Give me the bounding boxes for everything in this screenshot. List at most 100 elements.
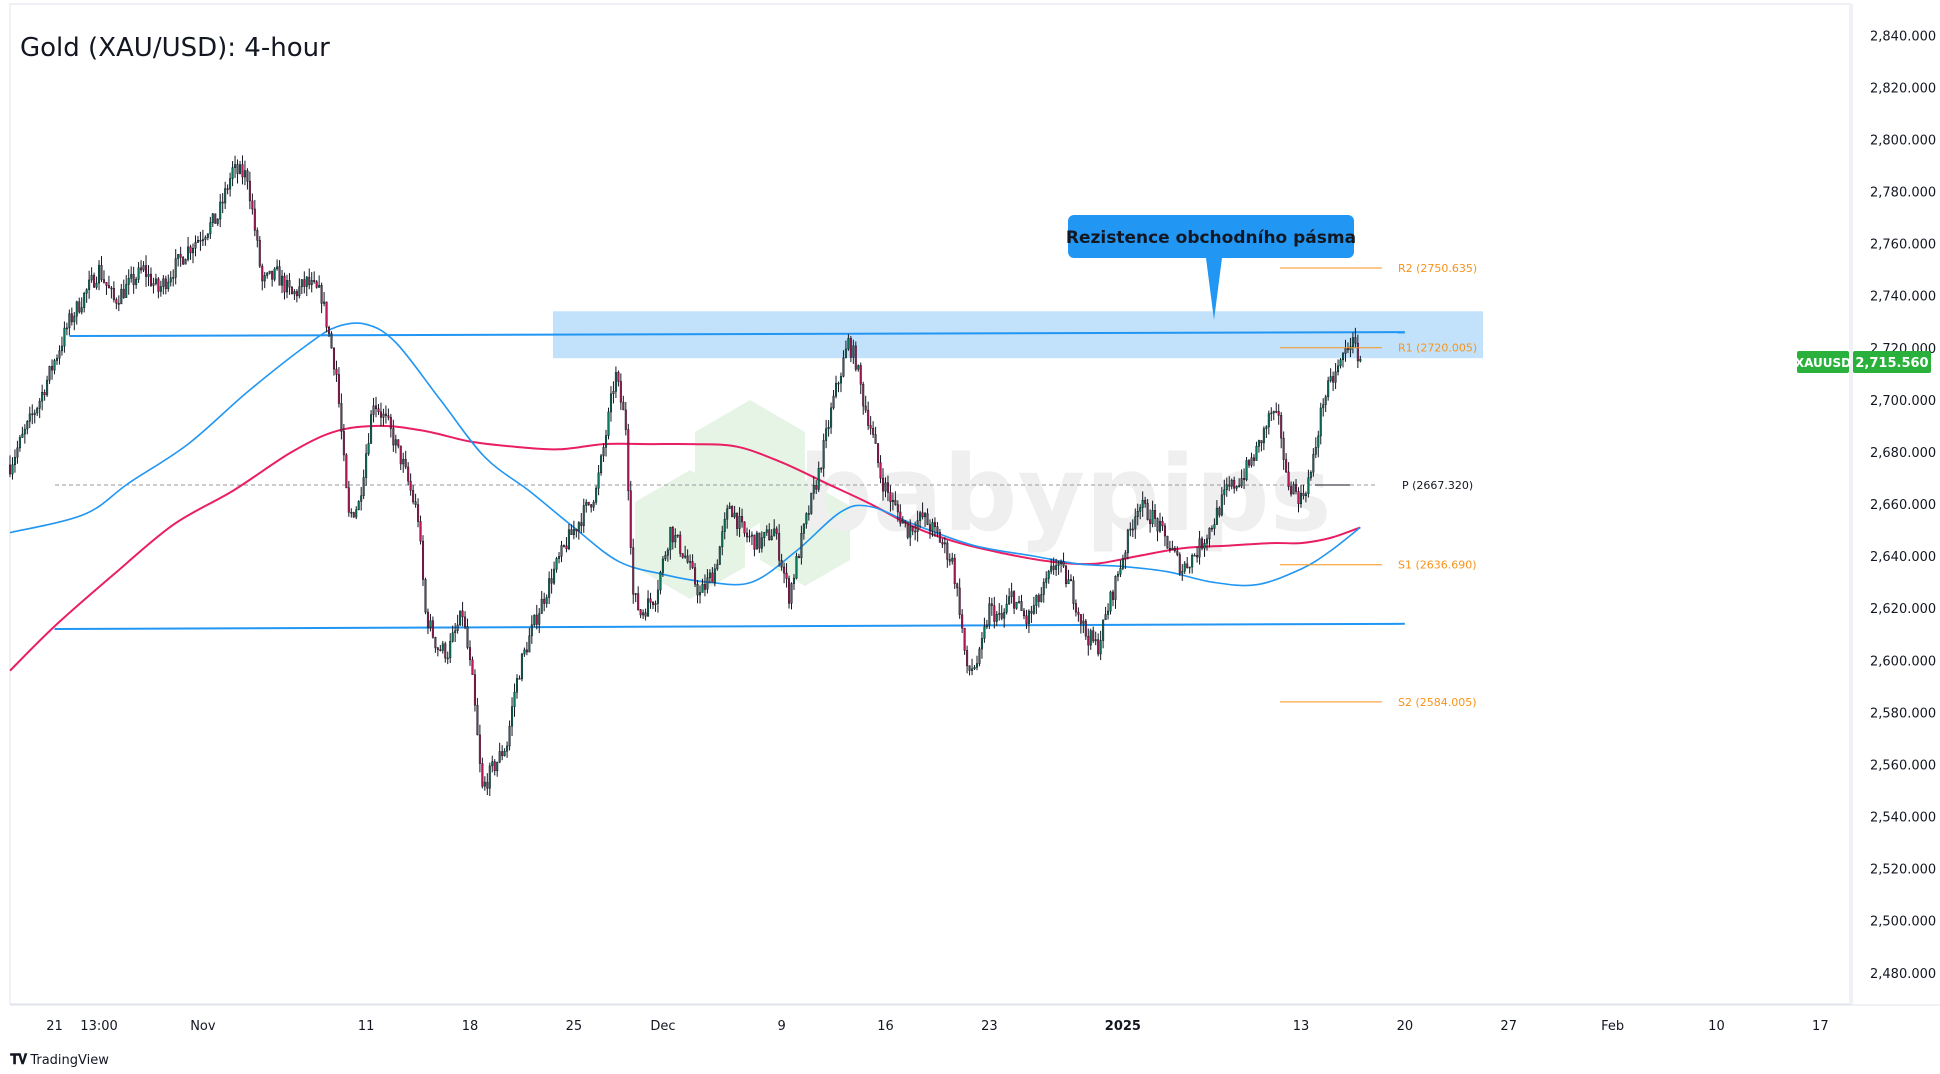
candle [429, 613, 432, 632]
candle [1213, 518, 1216, 536]
candle [167, 274, 170, 292]
y-tick-label: 2,600.000 [1870, 654, 1936, 669]
candle [684, 545, 687, 559]
candle [459, 610, 462, 627]
candle [26, 420, 29, 435]
y-tick-label: 2,780.000 [1870, 186, 1936, 201]
candle [243, 160, 246, 186]
candle [204, 235, 207, 246]
candle [765, 525, 768, 536]
candle [48, 365, 51, 384]
candle [1171, 540, 1174, 550]
candle [229, 172, 232, 197]
candle [219, 193, 222, 228]
x-tick-label: 16 [877, 1019, 894, 1034]
candle [1257, 439, 1260, 453]
candle [1307, 469, 1310, 498]
candle [562, 544, 565, 548]
tradingview-logo-icon: 𝐓𝐕 [10, 1052, 27, 1068]
candle [711, 567, 714, 583]
candle [669, 526, 672, 560]
y-tick-label: 2,640.000 [1870, 550, 1936, 565]
candle [355, 506, 358, 520]
candle [877, 443, 880, 468]
candle [595, 485, 598, 505]
candle [783, 562, 786, 584]
candle [473, 669, 476, 712]
candle [760, 531, 763, 553]
candle [634, 593, 637, 603]
candle [748, 529, 751, 543]
candle [971, 658, 974, 676]
trendline-upper [69, 331, 1405, 338]
candle [904, 520, 907, 528]
candle [404, 450, 407, 470]
candle [1025, 609, 1028, 629]
candle [1168, 540, 1171, 553]
candle [602, 443, 605, 463]
candle [451, 625, 454, 643]
candle [164, 275, 167, 295]
candle [414, 493, 417, 508]
candle [872, 421, 875, 438]
candle [985, 619, 988, 630]
candle [189, 244, 192, 260]
candle [441, 640, 444, 654]
candle [1312, 448, 1315, 477]
candle [639, 608, 642, 619]
candle [382, 408, 385, 427]
candle [394, 434, 397, 454]
y-tick-label: 2,480.000 [1870, 967, 1936, 982]
candle [968, 665, 971, 676]
candle [362, 469, 365, 500]
candle [624, 402, 627, 436]
candle [889, 485, 892, 512]
candle [263, 271, 266, 289]
candle [1285, 453, 1288, 473]
candle [1146, 498, 1149, 521]
candle [268, 270, 271, 275]
time-axis[interactable]: 21 13:00 Nov 11 18 25 Dec 9 16 23 2025 13 20 27 Feb 10 1… [46, 1019, 1828, 1034]
candle [983, 617, 986, 643]
candle [248, 171, 251, 210]
price-axis[interactable]: 2,480.000 2,500.000 2,520.000 2,540.000 2,56… [1870, 29, 1936, 982]
candlestick-layer [8, 155, 1362, 797]
candle [1000, 605, 1003, 621]
candle [1089, 628, 1092, 650]
candle [236, 159, 239, 184]
candle [110, 286, 113, 299]
candle [70, 307, 73, 326]
candle [995, 610, 998, 626]
candle [1351, 332, 1354, 354]
candle [125, 275, 128, 298]
candle [276, 259, 279, 271]
candle [790, 582, 793, 610]
candle [622, 395, 625, 411]
symbol-label: XAUUSD [1795, 356, 1851, 370]
candle [365, 444, 368, 486]
x-tick-label: 9 [777, 1019, 785, 1034]
candle [375, 396, 378, 418]
candle [607, 407, 610, 440]
candle [1341, 351, 1345, 368]
candle [320, 282, 323, 314]
candle [397, 439, 400, 449]
candle [1314, 437, 1317, 459]
candle [1324, 394, 1327, 412]
candle [919, 510, 922, 529]
candle [209, 216, 212, 239]
candle [736, 512, 739, 536]
candle [567, 524, 570, 551]
candle [1067, 569, 1070, 585]
candle [478, 724, 481, 773]
y-tick-label: 2,540.000 [1870, 811, 1936, 826]
candle [1027, 609, 1030, 634]
candle [501, 745, 504, 761]
candle [1037, 593, 1040, 608]
candle [226, 184, 229, 195]
candle [1072, 576, 1075, 610]
candle [686, 549, 689, 564]
candle [1339, 358, 1342, 369]
candle [590, 504, 593, 513]
